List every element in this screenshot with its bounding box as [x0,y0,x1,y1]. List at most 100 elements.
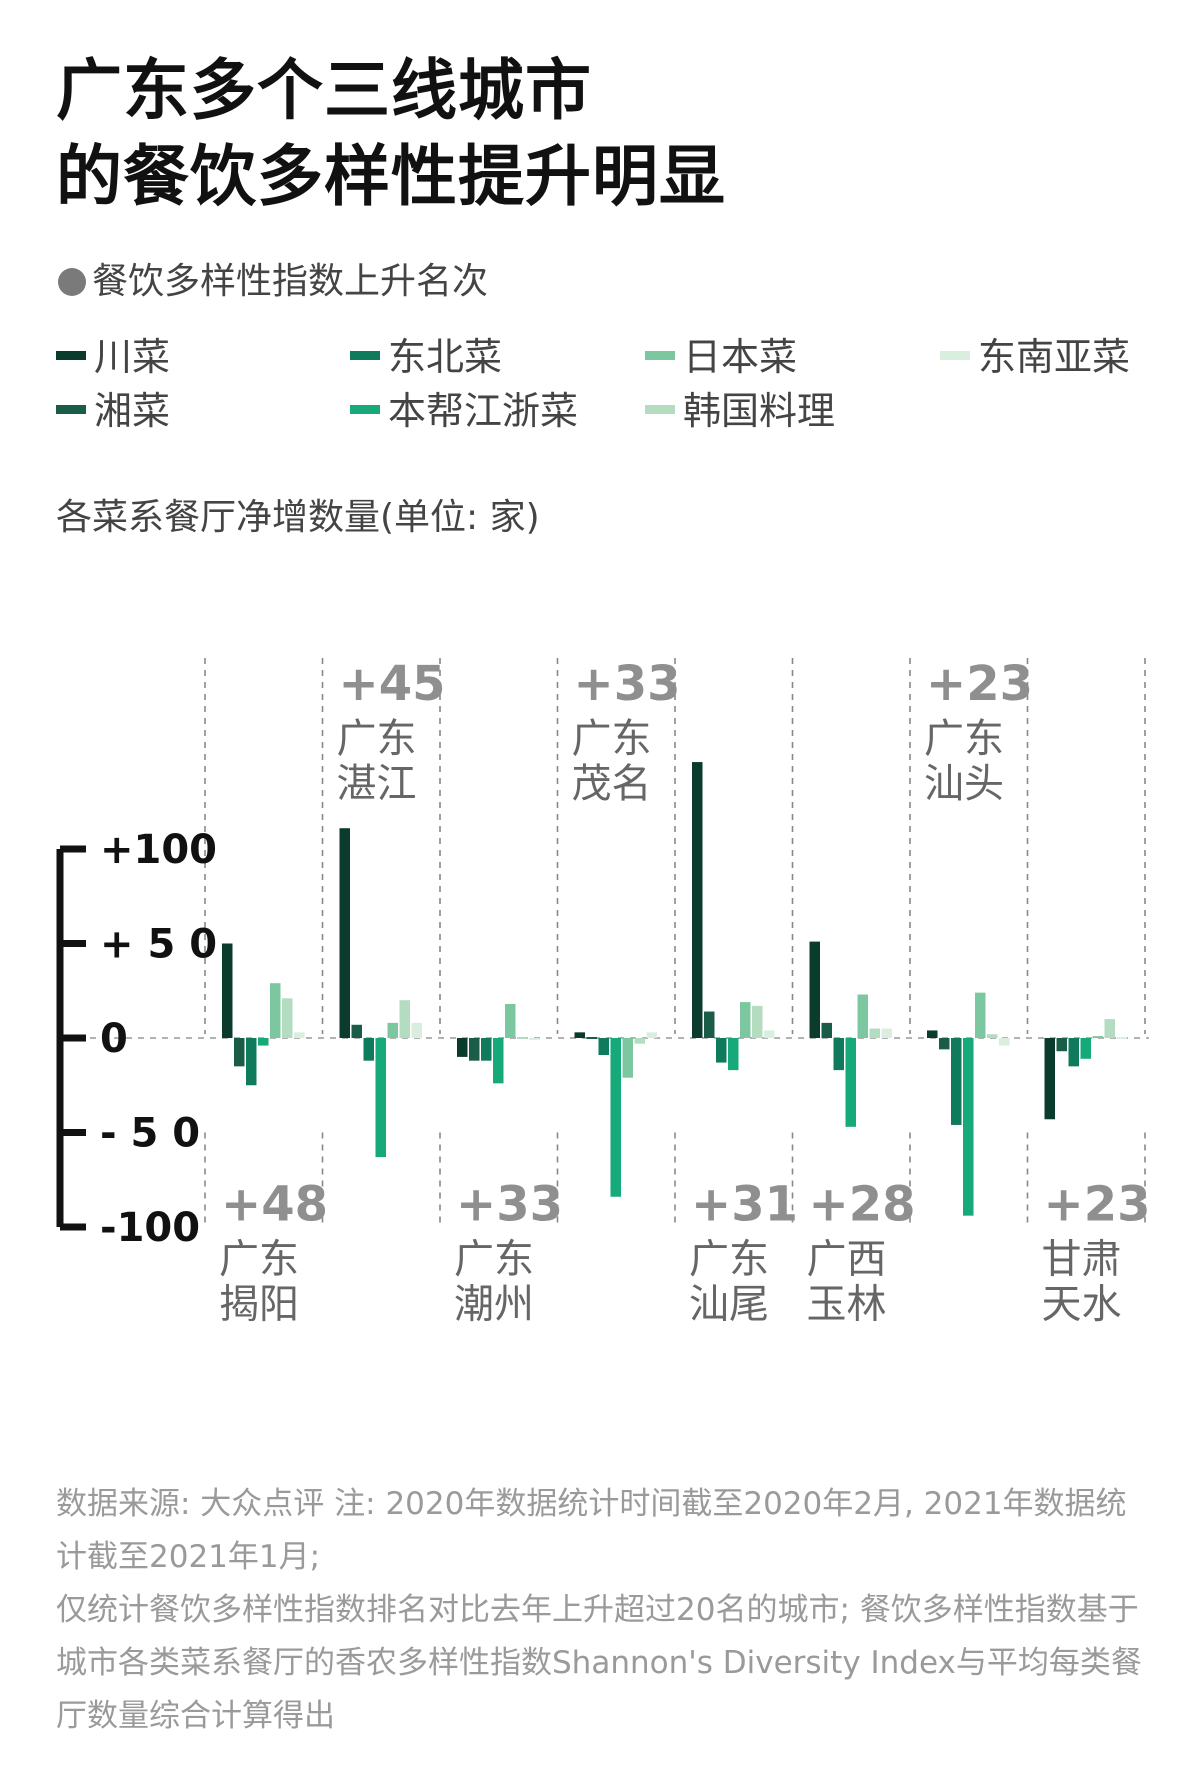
bar-韩国料理 [517,1037,528,1039]
y-tick-label: - 5 0 [100,1111,200,1157]
legend-item-dongnanyacai: 东南亚菜 [940,335,1130,379]
bar-本帮江浙菜 [258,1038,269,1046]
bar-东南亚菜 [529,1038,540,1040]
province-label: 广东 [454,1237,534,1283]
rank-change-label: +23 [1044,1177,1151,1233]
rank-change-label: +45 [339,656,446,712]
title-line-2: 的餐饮多样性提升明显 [56,138,726,215]
title-line-1: 广东多个三线城市 [56,52,592,129]
bar-川菜 [692,762,703,1038]
bar-日本菜 [622,1038,633,1078]
bar-湘菜 [704,1011,715,1038]
legend-label: 湘菜 [94,389,171,433]
province-label: 广东 [924,716,1004,762]
city-label: 揭阳 [219,1282,299,1328]
bar-川菜 [1044,1038,1055,1120]
legend-item-chuancai: 川菜 [56,335,170,379]
bar-东北菜 [598,1038,609,1056]
bar-川菜 [809,941,820,1038]
bar-川菜 [222,943,233,1038]
legend-label: 东南亚菜 [978,335,1131,379]
legend-swatch [645,351,675,360]
legend-swatch [350,351,380,360]
bar-川菜 [574,1032,585,1038]
legend-label: 川菜 [94,335,171,379]
bar-东北菜 [481,1038,492,1061]
rank-change-label: +48 [221,1177,328,1233]
bar-chart: +100+ 5 00- 5 0-100 +48广东揭阳+45广东湛江+33广东潮州… [56,656,1151,1328]
legend-swatch [940,351,970,360]
rank-change-label: +33 [456,1177,563,1233]
bar-东北菜 [363,1038,374,1061]
province-label: 广东 [337,716,417,762]
y-tick-label: 0 [100,1016,128,1062]
bar-韩国料理 [399,1000,410,1038]
bar-东南亚菜 [294,1032,305,1038]
legend-swatch [645,405,675,414]
province-label: 甘肃 [1042,1237,1122,1283]
bar-韩国料理 [869,1028,880,1038]
legend-label: 韩国料理 [683,389,836,433]
legend-swatch [350,405,380,414]
rank-change-label: +33 [574,656,681,712]
legend-item-benbangjiangzhecai: 本帮江浙菜 [350,389,578,433]
legend-swatch [56,351,86,360]
province-label: 广东 [689,1237,769,1283]
y-axis-label: 各菜系餐厅净增数量(单位: 家) [56,497,540,538]
legend-item-ribencai: 日本菜 [645,335,797,379]
y-tick-label: -100 [100,1205,200,1251]
bar-东南亚菜 [999,1038,1010,1046]
bar-湘菜 [586,1037,597,1039]
rank-change-label: +28 [809,1177,916,1233]
city-label: 汕头 [924,761,1004,807]
rank-change-label: +23 [926,656,1033,712]
bar-湘菜 [939,1038,950,1050]
province-label: 广西 [807,1237,887,1283]
bar-韩国料理 [282,998,293,1038]
rank-change-label: +31 [691,1177,798,1233]
legend-item-xiangcai: 湘菜 [56,389,170,433]
bar-东北菜 [246,1038,257,1086]
bar-韩国料理 [1104,1019,1115,1038]
bar-日本菜 [857,994,868,1038]
bar-韩国料理 [634,1038,645,1044]
legend-label: 东北菜 [388,335,503,379]
bar-川菜 [339,828,350,1038]
bar-东北菜 [951,1038,962,1125]
city-label: 汕尾 [689,1282,769,1328]
bar-东北菜 [1068,1038,1079,1067]
legend-label: 本帮江浙菜 [388,389,579,433]
legend-item-hanguoliaoli: 韩国料理 [645,389,835,433]
bar-湘菜 [469,1038,480,1061]
bar-本帮江浙菜 [728,1038,739,1071]
bar-湘菜 [821,1022,832,1038]
city-label: 玉林 [807,1282,887,1328]
bar-日本菜 [387,1022,398,1038]
bar-韩国料理 [987,1034,998,1038]
bar-湘菜 [1056,1038,1067,1052]
city-label: 天水 [1042,1282,1122,1328]
bar-本帮江浙菜 [1080,1038,1091,1059]
footer-line-2: 仅统计餐饮多样性指数排名对比去年上升超过20名的城市; 餐饮多样性指数基于城市各… [56,1592,1142,1734]
footer-notes: 数据来源: 大众点评 注: 2020年数据统计时间截至2020年2月, 2021… [56,1478,1156,1743]
bar-东南亚菜 [646,1032,657,1038]
bar-日本菜 [270,983,281,1038]
gray-dot-icon [58,268,86,296]
bar-本帮江浙菜 [845,1038,856,1127]
bar-川菜 [927,1030,938,1038]
bar-日本菜 [975,992,986,1038]
city-label: 湛江 [337,761,417,807]
chart-subtitle: 餐饮多样性指数上升名次 [58,252,488,304]
bar-东南亚菜 [764,1030,775,1038]
province-label: 广东 [572,716,652,762]
bar-湘菜 [234,1038,245,1067]
bar-本帮江浙菜 [375,1038,386,1158]
bar-东北菜 [833,1038,844,1071]
bar-韩国料理 [752,1005,763,1038]
bar-日本菜 [1092,1036,1103,1038]
legend-swatch [56,405,86,414]
y-tick-label: +100 [100,827,217,873]
bar-本帮江浙菜 [610,1038,621,1197]
city-label: 潮州 [454,1282,534,1328]
footer-line-1: 数据来源: 大众点评 注: 2020年数据统计时间截至2020年2月, 2021… [56,1486,1127,1575]
